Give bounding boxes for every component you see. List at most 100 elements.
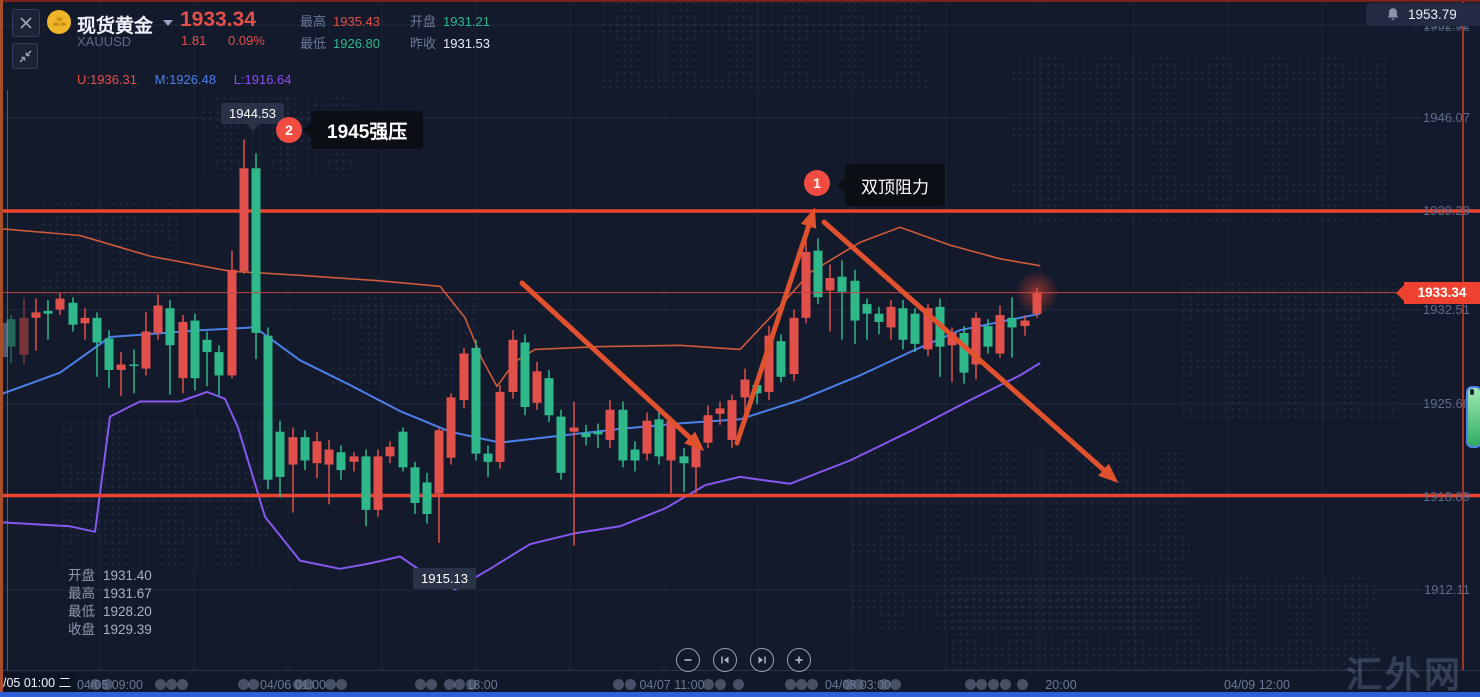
candle bbox=[520, 334, 530, 416]
event-dot[interactable] bbox=[733, 679, 744, 690]
event-dot[interactable] bbox=[976, 679, 987, 690]
candle bbox=[569, 401, 579, 546]
event-dot[interactable] bbox=[703, 679, 714, 690]
high-price-tooltip: 1944.53 bbox=[221, 103, 284, 131]
event-dot[interactable] bbox=[102, 679, 113, 690]
event-dot[interactable] bbox=[466, 679, 477, 690]
ohlc-high: 最高 1931.67 bbox=[68, 586, 152, 601]
time-axis-label: 04/06 01:00 bbox=[259, 678, 327, 692]
event-dot[interactable] bbox=[336, 679, 347, 690]
event-dot[interactable] bbox=[248, 679, 259, 690]
plus-icon bbox=[795, 656, 803, 664]
last-price: 1933.34 bbox=[180, 8, 256, 31]
candle bbox=[801, 239, 811, 324]
chevron-down-icon[interactable] bbox=[163, 20, 173, 26]
axis-scrollbar-thumb[interactable] bbox=[1466, 386, 1480, 448]
candle bbox=[630, 441, 640, 472]
event-dot[interactable] bbox=[879, 679, 890, 690]
skip-to-end-button[interactable] bbox=[750, 648, 774, 672]
candle bbox=[239, 139, 249, 274]
time-axis bbox=[0, 670, 1480, 693]
event-dot[interactable] bbox=[426, 679, 437, 690]
event-dot[interactable] bbox=[715, 679, 726, 690]
candle bbox=[202, 331, 212, 387]
event-dot[interactable] bbox=[890, 679, 901, 690]
zoom-out-button[interactable] bbox=[676, 648, 700, 672]
event-dot[interactable] bbox=[796, 679, 807, 690]
time-axis-label: 18:00 bbox=[466, 678, 498, 692]
marker-circle-1[interactable]: 1 bbox=[804, 170, 830, 196]
event-dot[interactable] bbox=[843, 679, 854, 690]
event-dot[interactable] bbox=[625, 679, 636, 690]
candle bbox=[165, 299, 175, 395]
close-button[interactable] bbox=[12, 9, 40, 37]
event-dot[interactable] bbox=[238, 679, 249, 690]
bollinger-legend: U:1936.31 M:1926.48 L:1916.64 bbox=[77, 72, 306, 87]
chart-nav-controls bbox=[676, 648, 811, 672]
price-alert-row[interactable]: 1953.79 bbox=[1366, 3, 1480, 26]
candle bbox=[862, 298, 872, 340]
event-dot[interactable] bbox=[444, 679, 455, 690]
candle bbox=[324, 439, 334, 505]
candle bbox=[385, 441, 395, 464]
time-axis-label: 04/09 12:00 bbox=[1223, 678, 1291, 692]
event-dot[interactable] bbox=[454, 679, 465, 690]
candle bbox=[837, 260, 847, 340]
candle bbox=[886, 299, 896, 340]
stat-prev-close: 昨收 1931.53 bbox=[410, 36, 491, 51]
callout-double-top[interactable]: 双顶阻力 bbox=[837, 164, 945, 206]
event-dot[interactable] bbox=[988, 679, 999, 690]
bell-icon bbox=[1387, 8, 1399, 20]
current-price-tag: 1933.34 bbox=[1396, 282, 1480, 304]
event-dot[interactable] bbox=[1017, 679, 1028, 690]
collapse-arrows-icon bbox=[18, 49, 32, 63]
site-watermark: 汇外网 bbox=[1346, 654, 1464, 695]
candle bbox=[104, 330, 114, 388]
event-dot[interactable] bbox=[325, 679, 336, 690]
trend-arrow bbox=[734, 207, 817, 446]
event-dot[interactable] bbox=[155, 679, 166, 690]
callout-1945[interactable]: 1945强压 bbox=[302, 111, 424, 149]
event-dot[interactable] bbox=[303, 679, 314, 690]
candle bbox=[1020, 315, 1030, 336]
price-axis-label: 1912.11 bbox=[1423, 582, 1470, 597]
event-dot[interactable] bbox=[785, 679, 796, 690]
boll-lower-value: L:1916.64 bbox=[233, 72, 292, 87]
candle bbox=[715, 401, 725, 425]
ohlc-close: 收盘 1929.39 bbox=[68, 622, 152, 637]
event-dot[interactable] bbox=[166, 679, 177, 690]
event-dot[interactable] bbox=[293, 679, 304, 690]
marker-circle-2[interactable]: 2 bbox=[276, 117, 302, 143]
candle bbox=[446, 393, 456, 465]
price-axis-label: 1946.07 bbox=[1423, 110, 1470, 125]
zoom-in-button[interactable] bbox=[787, 648, 811, 672]
skip-end-icon bbox=[758, 656, 766, 664]
window-taskbar-sliver bbox=[0, 692, 1480, 697]
candle bbox=[55, 293, 65, 316]
time-axis-label: 20:00 bbox=[1045, 678, 1077, 692]
candle bbox=[703, 405, 713, 449]
low-price-tooltip: 1915.13 bbox=[413, 568, 476, 589]
price-axis-label: 1939.29 bbox=[1423, 203, 1470, 218]
candle bbox=[141, 312, 151, 376]
candle bbox=[935, 298, 945, 377]
symbol-title[interactable]: 现货黄金 bbox=[77, 16, 154, 37]
candle bbox=[508, 330, 518, 399]
event-dot[interactable] bbox=[807, 679, 818, 690]
event-dot[interactable] bbox=[853, 679, 864, 690]
candle bbox=[495, 385, 505, 469]
event-dot[interactable] bbox=[1000, 679, 1011, 690]
event-dot[interactable] bbox=[90, 679, 101, 690]
price-axis-label: 1925.66 bbox=[1423, 396, 1470, 411]
collapse-button[interactable] bbox=[12, 43, 38, 69]
skip-to-start-button[interactable] bbox=[713, 648, 737, 672]
event-dot[interactable] bbox=[965, 679, 976, 690]
candle bbox=[679, 448, 689, 493]
event-dot[interactable] bbox=[415, 679, 426, 690]
event-dot[interactable] bbox=[177, 679, 188, 690]
candle bbox=[850, 269, 860, 344]
candle bbox=[776, 334, 786, 383]
price-change: 1.81 bbox=[181, 33, 207, 48]
event-dot[interactable] bbox=[613, 679, 624, 690]
